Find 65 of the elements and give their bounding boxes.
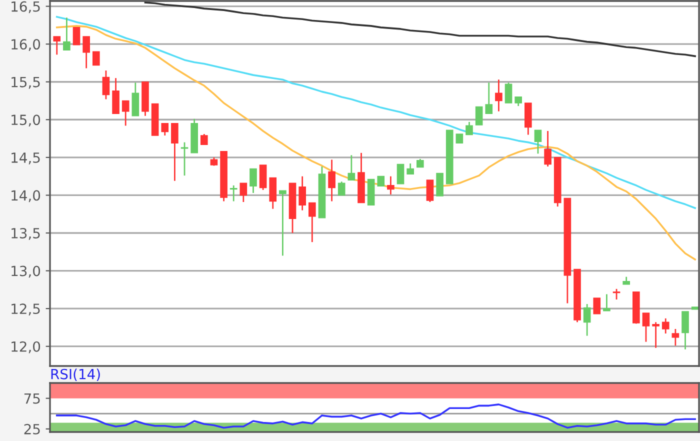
candlestick (466, 121, 473, 136)
candlestick (456, 134, 464, 144)
y-tick-label: 15,0 (12, 114, 40, 127)
chart-title: RSI(14) (51, 368, 100, 381)
candlestick (475, 106, 483, 126)
line-series (56, 25, 696, 260)
y-tick-label: 13,5 (12, 228, 40, 240)
y-tick-label: 16,0 (12, 39, 40, 51)
candlestick (652, 321, 660, 349)
candlestick (171, 122, 178, 182)
y-tick-label: 14,5 (12, 152, 40, 164)
candlestick (377, 176, 385, 187)
candlestick (672, 328, 680, 346)
y-tick-label: 12,0 (12, 341, 40, 354)
candlestick (102, 70, 110, 100)
candlestick (682, 310, 689, 350)
candlestick (279, 190, 286, 256)
y-tick-label: 75 (24, 393, 40, 404)
candlestick (92, 51, 100, 66)
candlestick (544, 130, 552, 168)
candlestick (485, 82, 493, 114)
candlestick (240, 182, 248, 203)
candlestick (504, 82, 512, 104)
candlestick (406, 162, 414, 175)
candlestick (436, 172, 444, 196)
candlestick (72, 27, 80, 46)
candlestick (495, 78, 502, 112)
y-tick-label: 25 (24, 424, 40, 434)
candlestick (662, 318, 670, 334)
line-series (144, 2, 696, 58)
candlestick (426, 179, 434, 203)
candlestick (112, 77, 120, 114)
candlestick (53, 36, 61, 56)
candlestick (593, 298, 601, 314)
candlestick (583, 303, 591, 336)
candlestick (161, 122, 169, 136)
candlestick (269, 177, 277, 210)
y-tick-label: 15,5 (12, 77, 40, 89)
y-tick-label: 14,0 (12, 190, 40, 202)
candlestick (348, 154, 356, 181)
candlestick (259, 164, 267, 191)
candlestick (180, 142, 188, 176)
candlestick (82, 36, 90, 69)
candlestick (122, 100, 130, 126)
candlestick (642, 312, 650, 343)
candlestick (250, 168, 257, 194)
candlestick (200, 133, 208, 146)
candlestick (230, 184, 238, 202)
y-tick-label: 16,5 (12, 1, 40, 14)
line-series (56, 404, 696, 429)
y-tick-label: 12,5 (12, 304, 40, 316)
candlestick (328, 159, 336, 202)
candlestick (63, 16, 70, 51)
candlestick (514, 96, 522, 107)
candlestick (387, 176, 394, 196)
candlestick (612, 288, 620, 300)
candlestick (132, 82, 140, 117)
candlestick (308, 202, 316, 243)
candlestick (338, 180, 346, 196)
y-tick-label: 13,0 (12, 266, 40, 278)
candlestick (298, 176, 306, 212)
candlestick (534, 130, 542, 154)
line-series (56, 16, 696, 209)
candlestick (396, 164, 404, 184)
candlestick (603, 294, 610, 312)
